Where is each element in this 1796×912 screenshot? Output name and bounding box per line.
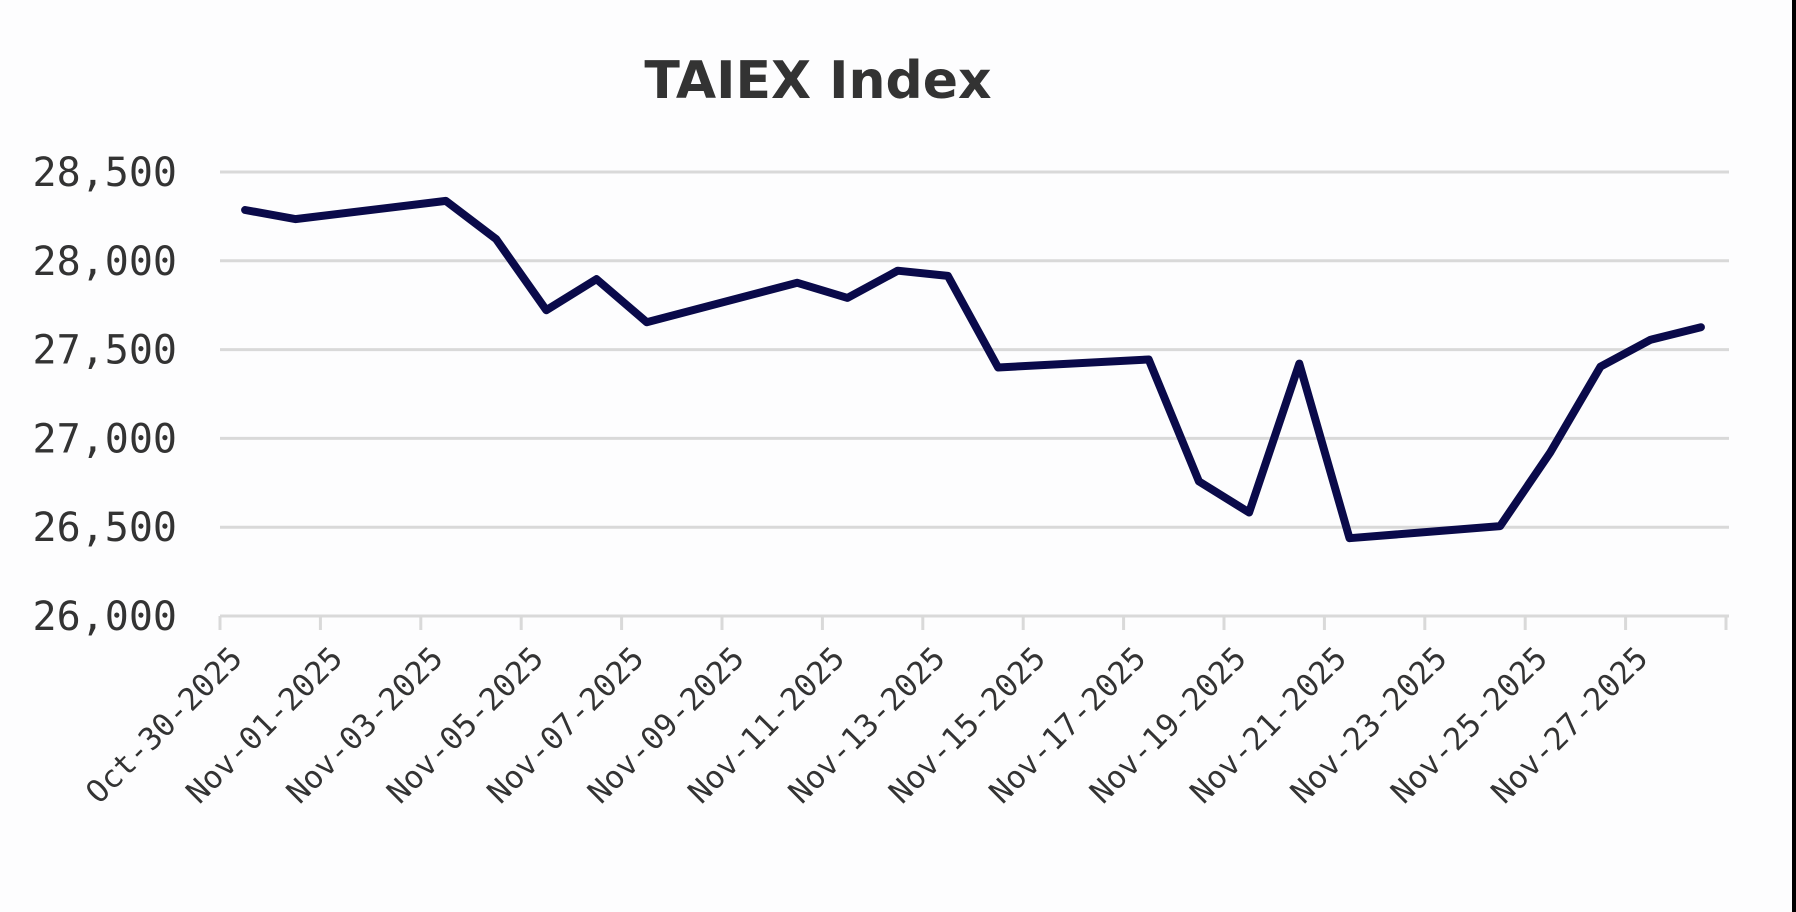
y-tick-label: 26,500	[33, 505, 178, 551]
series-line-taiex	[241, 196, 1705, 543]
y-tick-label: 27,500	[33, 328, 178, 374]
x-axis: Oct-30-2025Nov-01-2025Nov-03-2025Nov-05-…	[79, 614, 1729, 811]
y-tick-label: 28,000	[33, 239, 178, 285]
chart-title: TAIEX Index	[644, 51, 991, 111]
y-tick-label: 26,000	[33, 594, 178, 640]
y-tick-label: 27,000	[33, 416, 178, 462]
y-tick-label: 28,500	[33, 150, 178, 196]
y-axis: 26,000 26,500 27,000 27,500 28,000 28,500	[33, 150, 178, 640]
series-layer	[241, 196, 1705, 543]
gridlines	[220, 170, 1729, 529]
